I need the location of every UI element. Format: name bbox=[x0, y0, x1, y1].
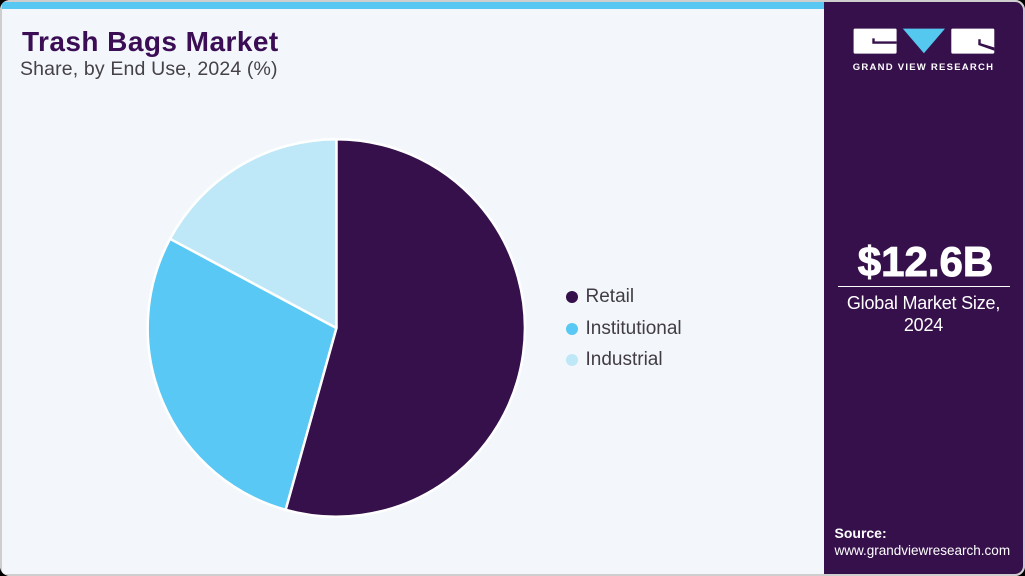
svg-text:GRAND VIEW RESEARCH: GRAND VIEW RESEARCH bbox=[853, 62, 994, 73]
